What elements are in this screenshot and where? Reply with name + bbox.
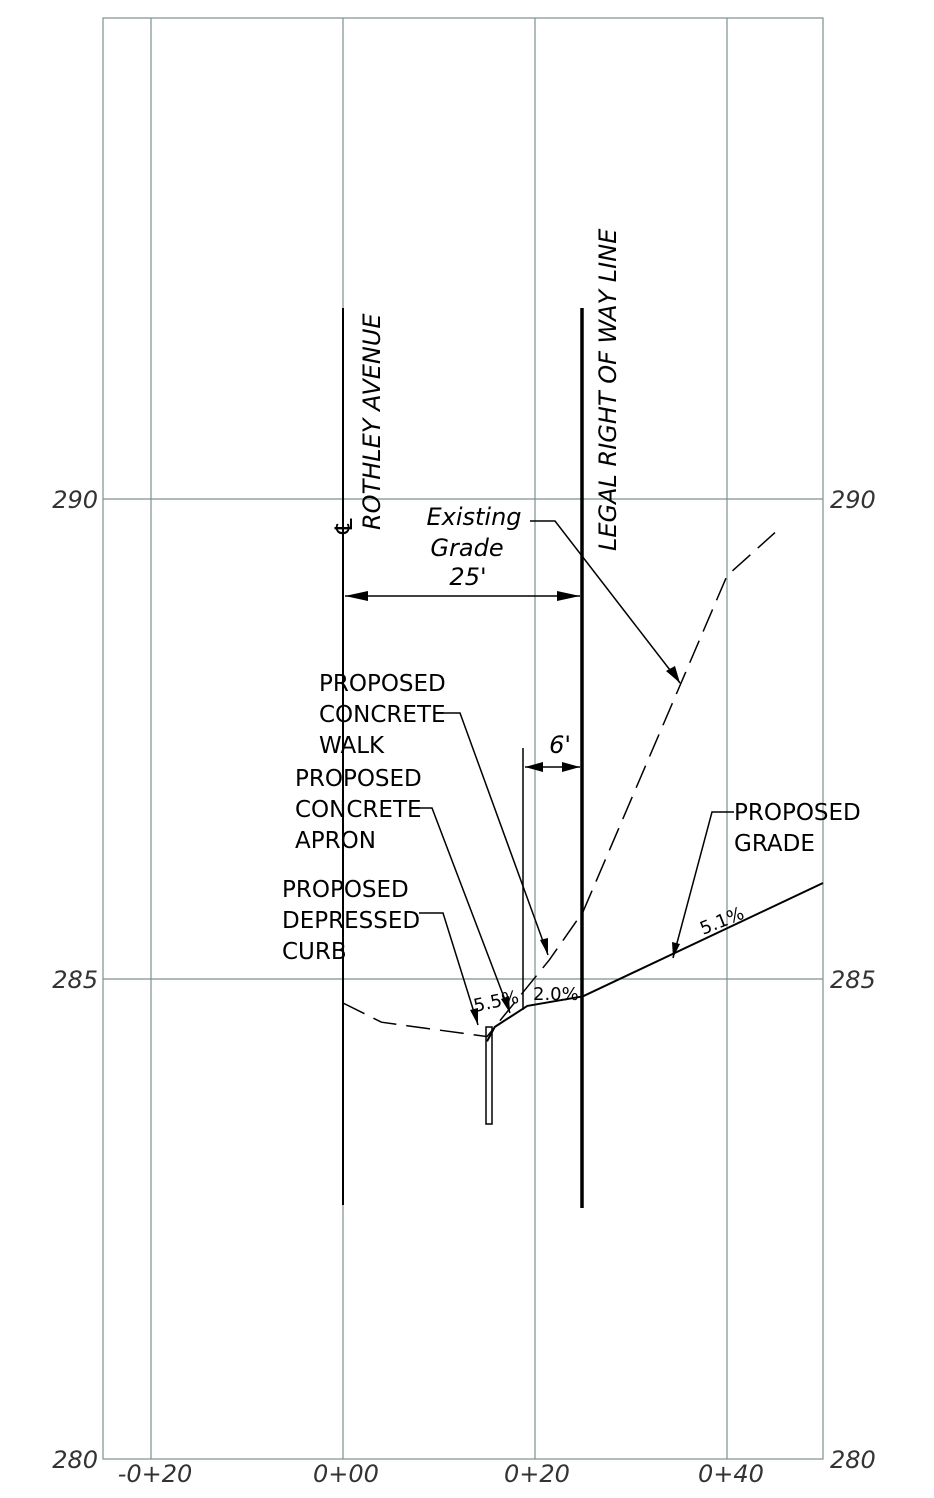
curb-label-line1: PROPOSED	[282, 877, 409, 903]
curb-label-line2: DEPRESSED	[282, 908, 420, 934]
centerline-label: ROTHLEY AVENUE	[358, 313, 386, 530]
existing-grade-profile	[342, 532, 776, 1038]
station-labels: -0+20 0+00 0+20 0+40	[118, 1460, 764, 1488]
apron-label-line1: PROPOSED	[295, 766, 422, 792]
apron-label-line3: APRON	[295, 828, 376, 854]
dimension-6-label: 6'	[549, 731, 571, 759]
depressed-curb	[485, 1026, 493, 1125]
slope-label-apron: 5.5%	[472, 987, 521, 1017]
curb-callout: PROPOSED DEPRESSED CURB	[282, 877, 479, 1026]
elevation-label: 285	[52, 966, 98, 994]
elevation-label: 280	[52, 1446, 98, 1474]
existing-grade-callout: Existing Grade	[426, 503, 681, 684]
elevation-label: 290	[830, 486, 876, 514]
station-label: 0+00	[313, 1460, 379, 1488]
elevation-label: 280	[830, 1446, 876, 1474]
grade-label-line1: PROPOSED	[734, 800, 861, 826]
dimension-6: 6'	[522, 731, 580, 1010]
elevation-label: 290	[52, 486, 98, 514]
elevation-label: 285	[830, 966, 876, 994]
slope-label-grade: 5.1%	[697, 903, 747, 940]
grade-callout: PROPOSED GRADE	[672, 800, 861, 959]
grid	[102, 17, 824, 1460]
grade-label-line2: GRADE	[734, 831, 815, 857]
centerline-symbol: ℄	[330, 515, 358, 537]
apron-callout: PROPOSED CONCRETE APRON	[295, 766, 511, 1014]
curb-label-line3: CURB	[282, 939, 347, 965]
right-of-way-label: LEGAL RIGHT OF WAY LINE	[594, 228, 622, 551]
walk-label-line3: WALK	[319, 733, 385, 759]
walk-callout: PROPOSED CONCRETE WALK	[319, 671, 549, 956]
walk-label-line1: PROPOSED	[319, 671, 446, 697]
walk-label-line2: CONCRETE	[319, 702, 446, 728]
existing-grade-label-line1: Existing	[426, 503, 521, 531]
station-label: -0+20	[118, 1460, 193, 1488]
existing-grade-label-line2: Grade	[430, 534, 503, 562]
dimension-25-label: 25'	[449, 563, 486, 591]
plot-frame	[102, 17, 824, 1460]
dimension-25: 25'	[345, 563, 580, 601]
station-label: 0+20	[504, 1460, 570, 1488]
elevation-labels-left: 290 285 280	[52, 486, 98, 1474]
station-label: 0+40	[698, 1460, 764, 1488]
elevation-labels-right: 290 285 280	[830, 486, 876, 1474]
proposed-grade-profile	[486, 882, 824, 1042]
slope-label-walk: 2.0%	[533, 984, 579, 1005]
apron-label-line2: CONCRETE	[295, 797, 422, 823]
